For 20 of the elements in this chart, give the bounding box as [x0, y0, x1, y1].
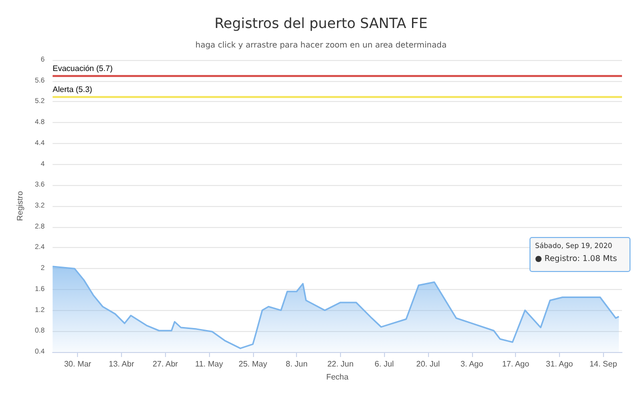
y-axis-title: Registro	[16, 190, 24, 221]
x-tick-label: 30. Mar	[64, 360, 92, 368]
x-tick-label: 27. Abr	[152, 360, 178, 368]
x-tick-label: 6. Jul	[374, 360, 394, 368]
x-tick-label: 13. Abr	[108, 360, 134, 368]
x-tick-label: 31. Ago	[546, 360, 574, 368]
x-tick-label: 25. May	[238, 360, 268, 368]
x-tick-label: 14. Sep	[589, 360, 618, 368]
x-tick-label: 8. Jun	[286, 360, 308, 368]
x-tick-label: 17. Ago	[502, 360, 530, 368]
chart-subtitle: haga click y arrastre para hacer zoom en un area determinada	[195, 40, 447, 50]
x-axis-title: Fecha	[326, 372, 349, 382]
ref-line-label: Alerta (5.3)	[52, 85, 93, 94]
annotation: ● Registro: 1.08 Mts	[535, 254, 618, 264]
x-tick-label: 3. Ago	[460, 360, 484, 368]
x-tick-label: 20. Jul	[416, 360, 440, 368]
x-tick-label: 22. Jun	[327, 360, 354, 368]
ref-line-label: Evacuación (5.7)	[52, 64, 113, 74]
chart-title: Registros del puerto SANTA FE	[214, 16, 428, 32]
x-tick-label: 11. May	[195, 360, 223, 368]
